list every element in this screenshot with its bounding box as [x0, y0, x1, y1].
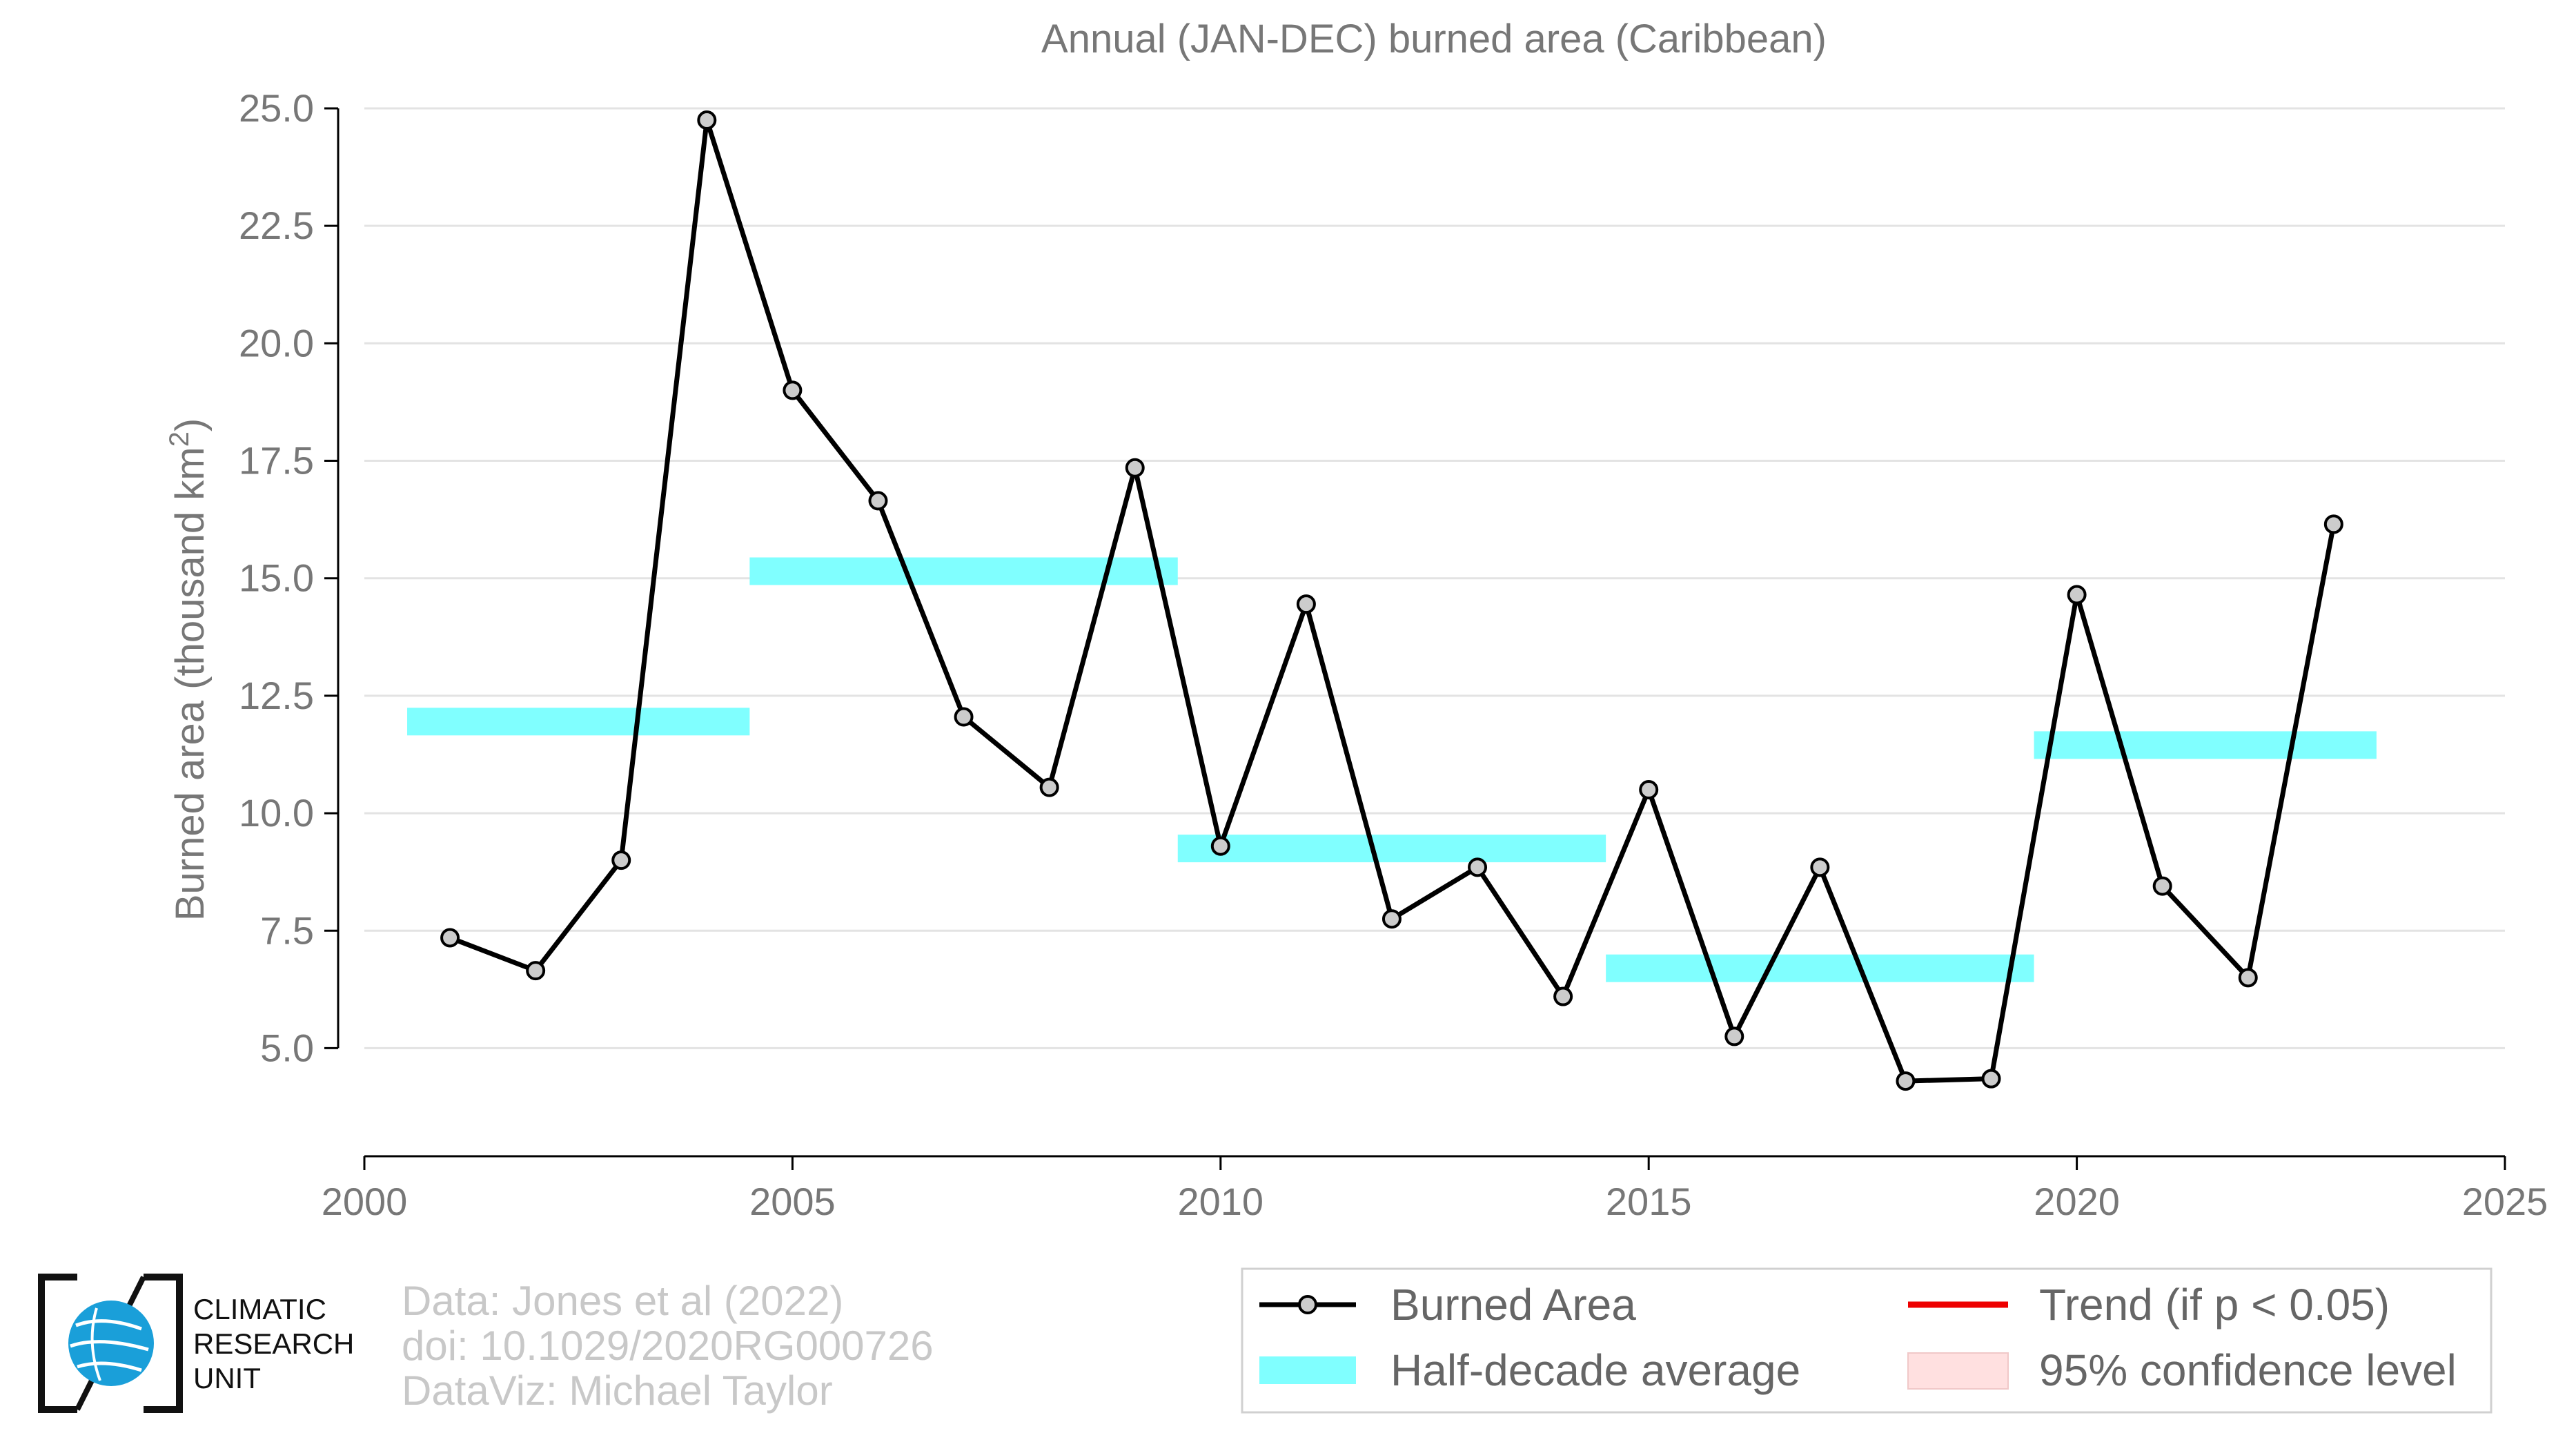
half-decade-bar	[749, 557, 1178, 585]
data-point	[1296, 594, 1316, 614]
y-axis-label-superscript: 2	[164, 431, 195, 447]
axes	[324, 107, 2506, 1170]
cru-logo: CLIMATIC RESEARCH UNIT	[38, 1274, 354, 1413]
y-tick-label: 10.0	[239, 791, 314, 835]
legend-marker-burned-area	[1298, 1295, 1317, 1314]
data-point	[2238, 968, 2258, 988]
x-tick-label: 2015	[1606, 1180, 1692, 1223]
data-point	[868, 491, 888, 511]
chart-title: Annual (JAN-DEC) burned area (Caribbean)	[1041, 17, 1827, 61]
data-point	[526, 961, 546, 981]
y-tick-label: 20.0	[239, 321, 314, 364]
logo-text-line3: UNIT	[193, 1362, 261, 1394]
data-point	[954, 707, 974, 727]
half-decade-bar	[1177, 835, 1606, 863]
credit-doi: doi: 10.1029/2020RG000726	[402, 1323, 934, 1369]
data-point	[1896, 1071, 1916, 1091]
logo-bracket-right	[144, 1274, 183, 1413]
y-tick-label: 17.5	[239, 439, 314, 483]
half-decade-bars	[407, 557, 2377, 982]
data-point	[1125, 458, 1145, 478]
grid-lines	[364, 107, 2505, 1049]
legend-swatch-confidence	[1907, 1352, 2009, 1390]
data-point	[1468, 857, 1488, 877]
data-point	[1981, 1069, 2001, 1089]
credit-data-source: Data: Jones et al (2022)	[402, 1278, 843, 1324]
logo-text-line1: CLIMATIC	[193, 1293, 326, 1325]
y-tick-label: 15.0	[239, 556, 314, 600]
y-tick-label: 5.0	[260, 1026, 314, 1069]
x-tick-label: 2010	[1178, 1180, 1264, 1223]
globe-icon	[68, 1301, 154, 1386]
data-point	[440, 928, 460, 948]
legend-label-confidence: 95% confidence level	[2039, 1345, 2457, 1395]
x-tick-label: 2020	[2034, 1180, 2120, 1223]
legend-swatch-half-decade	[1259, 1356, 1356, 1384]
data-point	[783, 380, 803, 400]
data-point	[2152, 876, 2172, 896]
y-tick-label: 22.5	[239, 204, 314, 247]
data-point	[1553, 986, 1573, 1006]
data-point	[1382, 909, 1402, 929]
data-point	[1039, 777, 1059, 797]
logo-text-line2: RESEARCH	[193, 1327, 354, 1360]
legend-label-burned-area: Burned Area	[1390, 1280, 1636, 1330]
data-point	[1724, 1026, 1744, 1046]
y-axis-label-main: Burned area (thousand km	[168, 447, 213, 921]
data-point	[697, 110, 717, 130]
data-point	[1810, 857, 1830, 877]
x-tick-label: 2000	[322, 1180, 408, 1223]
data-point	[1210, 836, 1230, 856]
half-decade-bar	[2034, 731, 2377, 759]
half-decade-bar	[407, 708, 750, 736]
x-tick-labels: 2000 2005 2010 2015 2020 2025	[322, 1180, 2548, 1223]
data-point	[1639, 780, 1659, 800]
data-point	[2323, 514, 2343, 534]
y-tick-label: 12.5	[239, 674, 314, 717]
y-tick-label: 7.5	[260, 908, 314, 952]
legend-box	[1241, 1267, 2493, 1414]
y-axis-label-close: )	[168, 418, 213, 431]
y-tick-labels: 5.0 7.5 10.0 12.5 15.0 17.5 20.0 22.5 25.0	[239, 86, 314, 1069]
half-decade-bar	[1606, 954, 2034, 982]
logo-bracket-left	[38, 1274, 77, 1413]
series-line	[440, 110, 2343, 1091]
data-point	[611, 850, 631, 870]
series-line-burned-area	[449, 117, 2337, 1084]
data-point	[2067, 585, 2087, 605]
x-tick-label: 2005	[749, 1180, 836, 1223]
y-axis-label: Burned area (thousand km2)	[164, 418, 213, 921]
x-tick-label: 2025	[2462, 1180, 2548, 1223]
legend: Burned Area Trend (if p < 0.05) Half-dec…	[1241, 1267, 2493, 1414]
legend-label-half-decade: Half-decade average	[1390, 1345, 1800, 1395]
legend-label-trend: Trend (if p < 0.05)	[2039, 1280, 2390, 1330]
credit-dataviz: DataViz: Michael Taylor	[402, 1367, 833, 1414]
y-tick-label: 25.0	[239, 86, 314, 130]
